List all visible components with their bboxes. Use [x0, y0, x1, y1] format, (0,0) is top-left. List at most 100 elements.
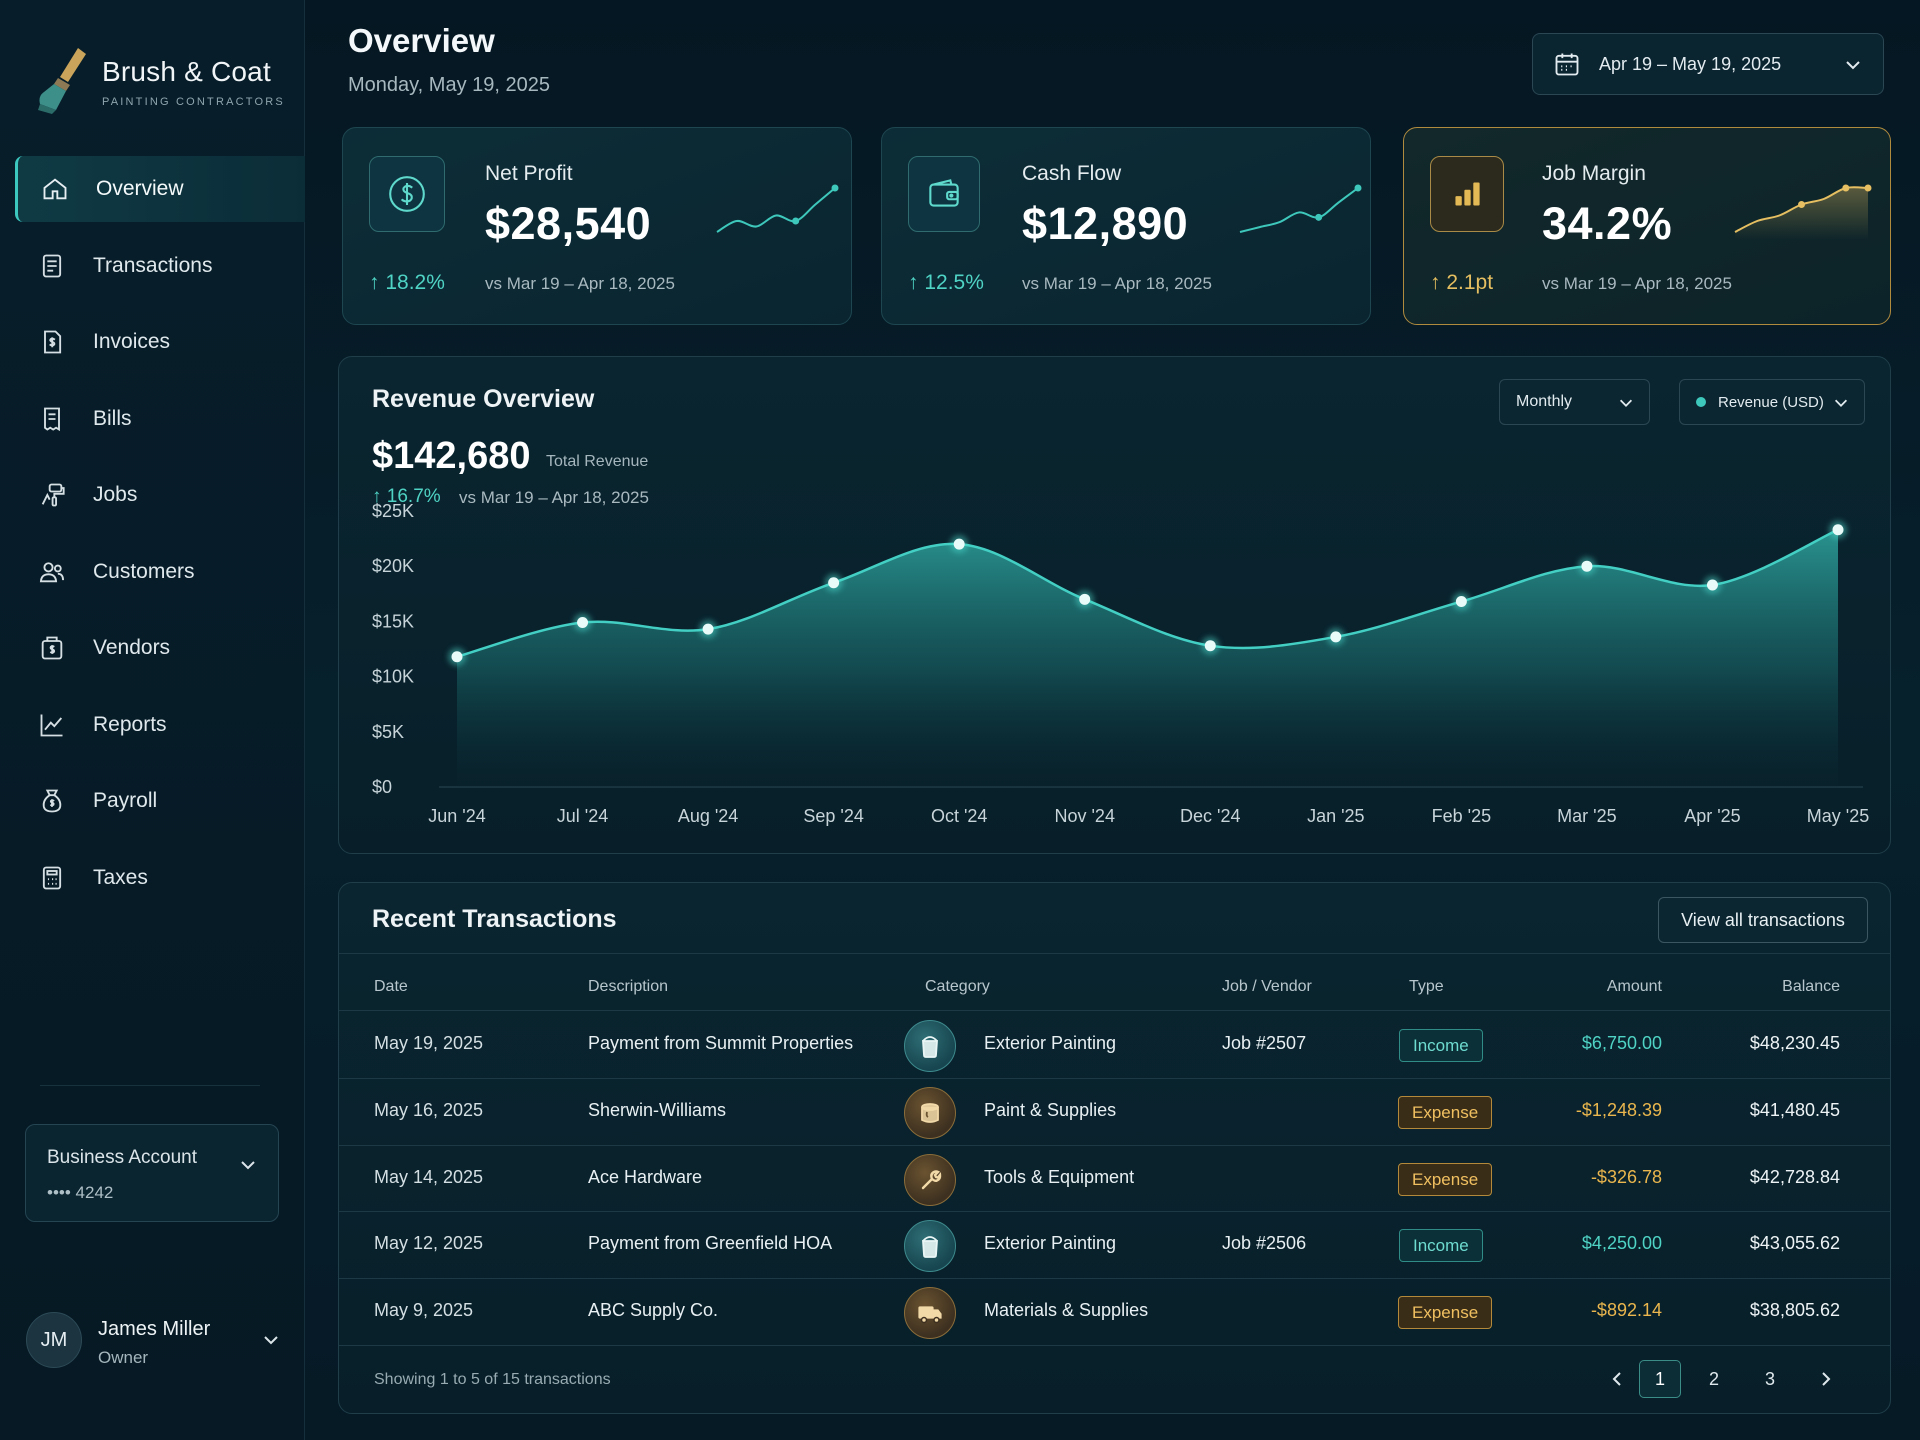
pagination-next-button[interactable]	[1805, 1360, 1847, 1398]
data-point[interactable]	[577, 617, 589, 629]
sparkline-point	[792, 217, 800, 225]
divider	[339, 1278, 1890, 1279]
home-icon	[40, 174, 70, 204]
row-category: Paint & Supplies	[984, 1100, 1117, 1120]
paint-bucket-icon	[904, 1220, 956, 1272]
account-selector[interactable]: Business Account •••• 4242	[25, 1124, 279, 1222]
sidebar-item-label: Transactions	[93, 253, 213, 277]
users-icon	[37, 557, 67, 587]
row-date: May 19, 2025	[374, 1033, 484, 1053]
data-point[interactable]	[1455, 596, 1467, 608]
kpi-delta: ↑ 12.5%	[908, 271, 984, 294]
kpi-label: Cash Flow	[1022, 162, 1122, 185]
data-point[interactable]	[1079, 593, 1091, 605]
view-all-transactions-button[interactable]: View all transactions	[1658, 897, 1868, 943]
chevron-right-icon	[1822, 1372, 1831, 1386]
sparkline-point	[831, 184, 839, 192]
column-header-category[interactable]: Category	[925, 978, 990, 995]
x-tick-label: Feb '25	[1432, 806, 1491, 826]
metric-select[interactable]: Revenue (USD)	[1679, 379, 1865, 425]
account-title: Business Account	[47, 1147, 197, 1168]
revenue-total: $142,680	[372, 435, 531, 477]
row-job: Job #2506	[1222, 1233, 1307, 1253]
column-header-balance[interactable]: Balance	[1782, 978, 1840, 995]
brand-tagline: PAINTING CONTRACTORS	[102, 96, 285, 108]
kpi-card-net-profit[interactable]: Net Profit $28,540 ↑ 18.2% vs Mar 19 – A…	[342, 127, 852, 325]
sidebar-item-payroll[interactable]: Payroll	[15, 768, 305, 834]
sidebar-item-vendors[interactable]: Vendors	[15, 615, 305, 681]
x-tick-label: Apr '25	[1684, 806, 1740, 826]
row-date: May 16, 2025	[374, 1100, 484, 1120]
pagination-page-1[interactable]: 1	[1639, 1360, 1681, 1398]
column-header-date[interactable]: Date	[374, 978, 408, 995]
line-chart-icon	[37, 710, 67, 740]
data-point[interactable]	[702, 623, 714, 635]
kpi-value: $28,540	[485, 198, 652, 249]
row-date: May 9, 2025	[374, 1300, 474, 1320]
data-point[interactable]	[1832, 524, 1844, 536]
sidebar-item-bills[interactable]: Bills	[15, 386, 305, 452]
user-menu[interactable]: JM James Miller Owner	[26, 1312, 281, 1372]
row-amount: $4,250.00	[1581, 1233, 1662, 1253]
row-amount: -$1,248.39	[1575, 1100, 1662, 1120]
receipt-icon	[37, 251, 67, 281]
table-row[interactable]: May 16, 2025 Sherwin-Williams Paint & Su…	[339, 1078, 1890, 1145]
sidebar-item-invoices[interactable]: Invoices	[15, 309, 305, 375]
bill-icon	[37, 404, 67, 434]
period-select[interactable]: Monthly	[1499, 379, 1650, 425]
type-badge: Income	[1399, 1229, 1483, 1262]
x-tick-label: Jun '24	[428, 806, 485, 826]
divider	[339, 1145, 1890, 1146]
vendor-icon	[37, 633, 67, 663]
kpi-card-job-margin[interactable]: Job Margin 34.2% ↑ 2.1pt vs Mar 19 – Apr…	[1403, 127, 1891, 325]
revenue-title: Revenue Overview	[372, 385, 595, 413]
table-row[interactable]: May 19, 2025 Payment from Summit Propert…	[339, 1011, 1890, 1078]
bar-chart-icon	[1430, 156, 1504, 232]
revenue-delta: ↑ 16.7%	[372, 486, 441, 507]
table-row[interactable]: May 14, 2025 Ace Hardware Tools & Equipm…	[339, 1145, 1890, 1212]
sidebar-item-overview[interactable]: Overview	[15, 156, 305, 222]
sidebar-item-label: Jobs	[93, 483, 138, 506]
revenue-chart: $0 $5K $10K $15K $20K $25K Jun '24 Jul '24 Aug '…	[372, 501, 1869, 826]
kpi-compare: vs Mar 19 – Apr 18, 2025	[485, 274, 675, 293]
table-row[interactable]: May 9, 2025 ABC Supply Co. Materials & S…	[339, 1278, 1890, 1345]
data-point[interactable]	[828, 577, 840, 589]
sidebar-item-jobs[interactable]: Jobs	[15, 462, 305, 528]
page-title: Overview	[348, 22, 495, 59]
pagination-prev-button[interactable]	[1596, 1360, 1638, 1398]
data-point[interactable]	[953, 538, 965, 550]
kpi-sparkline	[1734, 184, 1872, 240]
data-point[interactable]	[1581, 560, 1593, 572]
period-select-value: Monthly	[1516, 393, 1573, 410]
sidebar: Brush & Coat PAINTING CONTRACTORS Overvi…	[0, 0, 305, 1440]
sidebar-item-transactions[interactable]: Transactions	[15, 233, 305, 299]
row-amount: -$892.14	[1590, 1300, 1662, 1320]
transactions-title: Recent Transactions	[372, 905, 617, 933]
column-header-description[interactable]: Description	[588, 978, 669, 995]
sparkline-line	[1239, 187, 1359, 233]
table-row[interactable]: May 12, 2025 Payment from Greenfield HOA…	[339, 1211, 1890, 1278]
sidebar-item-customers[interactable]: Customers	[15, 539, 305, 605]
column-header-job-vendor[interactable]: Job / Vendor	[1222, 978, 1312, 995]
row-description: Sherwin-Williams	[588, 1100, 727, 1120]
data-point[interactable]	[451, 651, 463, 663]
data-point[interactable]	[1330, 631, 1342, 643]
pagination-page-2[interactable]: 2	[1708, 1368, 1719, 1389]
brand[interactable]: Brush & Coat PAINTING CONTRACTORS	[34, 44, 294, 124]
row-balance: $48,230.45	[1749, 1033, 1840, 1053]
pagination-page-3[interactable]: 3	[1764, 1368, 1775, 1389]
data-point[interactable]	[1204, 640, 1216, 652]
column-header-type[interactable]: Type	[1409, 978, 1444, 995]
sidebar-item-taxes[interactable]: Taxes	[15, 845, 305, 911]
data-point[interactable]	[1706, 579, 1718, 591]
date-range-picker[interactable]: Apr 19 – May 19, 2025	[1532, 33, 1884, 95]
kpi-card-cash-flow[interactable]: Cash Flow $12,890 ↑ 12.5% vs Mar 19 – Ap…	[881, 127, 1371, 325]
y-tick-label: $15K	[372, 611, 414, 631]
sidebar-item-reports[interactable]: Reports	[15, 692, 305, 758]
row-amount: -$326.78	[1590, 1167, 1662, 1187]
kpi-label: Job Margin	[1542, 162, 1646, 185]
sidebar-item-label: Bills	[93, 406, 132, 430]
column-header-amount[interactable]: Amount	[1606, 978, 1662, 995]
user-name: James Miller	[98, 1318, 211, 1340]
type-badge: Income	[1399, 1029, 1483, 1062]
